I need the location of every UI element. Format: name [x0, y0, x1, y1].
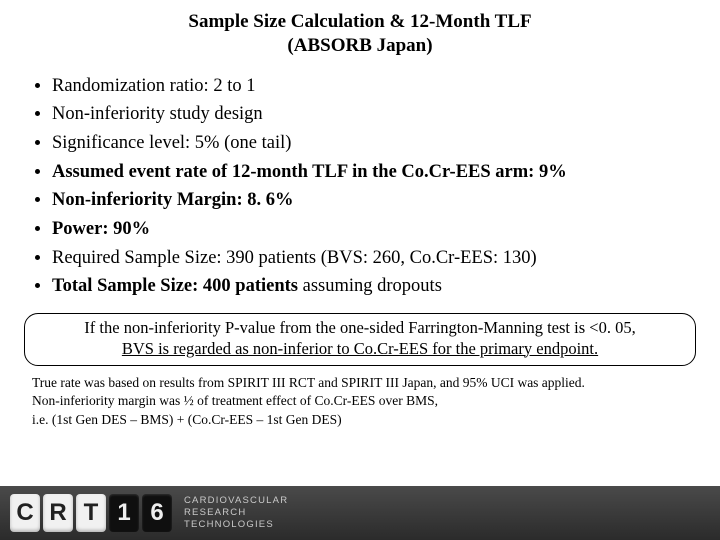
footer-text-line: RESEARCH	[184, 507, 246, 518]
footer-text: CARDIOVASCULAR RESEARCH TECHNOLOGIES	[184, 495, 288, 531]
title-line1: Sample Size Calculation & 12-Month TLF	[188, 11, 531, 32]
list-item: Power: 90%	[52, 215, 702, 244]
bullet-text: Non-inferiority Margin: 8. 6%	[52, 190, 294, 210]
list-item: Randomization ratio: 2 to 1	[52, 72, 702, 101]
bullet-text: Significance level: 5% (one tail)	[52, 133, 291, 153]
footnote-line: True rate was based on results from SPIR…	[32, 375, 585, 390]
bullet-text: Assumed event rate of 12-month TLF in th…	[52, 162, 567, 182]
logo-letter: C	[10, 494, 40, 532]
list-item: Non-inferiority study design	[52, 100, 702, 129]
slide-title: Sample Size Calculation & 12-Month TLF (…	[18, 10, 702, 58]
list-item: Required Sample Size: 390 patients (BVS:…	[52, 244, 702, 273]
list-item: Assumed event rate of 12-month TLF in th…	[52, 158, 702, 187]
bullet-text: assuming dropouts	[298, 276, 442, 296]
callout-line2: BVS is regarded as non-inferior to Co.Cr…	[122, 339, 598, 358]
crt16-logo: C R T 1 6	[10, 494, 172, 532]
list-item: Significance level: 5% (one tail)	[52, 129, 702, 158]
list-item: Total Sample Size: 400 patients assuming…	[52, 272, 702, 301]
bullet-list: Randomization ratio: 2 to 1 Non-inferior…	[18, 72, 702, 301]
bullet-text: Power: 90%	[52, 219, 150, 239]
bullet-text: Required Sample Size: 390 patients (BVS:…	[52, 248, 537, 268]
logo-letter: 1	[109, 494, 139, 532]
list-item: Non-inferiority Margin: 8. 6%	[52, 186, 702, 215]
callout-line1: If the non-inferiority P-value from the …	[84, 318, 635, 337]
footer-text-line: CARDIOVASCULAR	[184, 495, 288, 506]
footnote-line: i.e. (1st Gen DES – BMS) + (Co.Cr-EES – …	[32, 412, 342, 427]
footer-bar: C R T 1 6 CARDIOVASCULAR RESEARCH TECHNO…	[0, 486, 720, 540]
footnote-line: Non-inferiority margin was ½ of treatmen…	[32, 393, 438, 408]
bullet-text: Non-inferiority study design	[52, 104, 263, 124]
footer-text-line: TECHNOLOGIES	[184, 519, 274, 530]
bullet-text-bold: Total Sample Size: 400 patients	[52, 276, 298, 296]
logo-letter: R	[43, 494, 73, 532]
logo-letter: 6	[142, 494, 172, 532]
footnote: True rate was based on results from SPIR…	[18, 374, 702, 429]
logo-letter: T	[76, 494, 106, 532]
title-line2: (ABSORB Japan)	[287, 35, 432, 56]
callout-box: If the non-inferiority P-value from the …	[24, 313, 696, 366]
bullet-text: Randomization ratio: 2 to 1	[52, 76, 255, 96]
